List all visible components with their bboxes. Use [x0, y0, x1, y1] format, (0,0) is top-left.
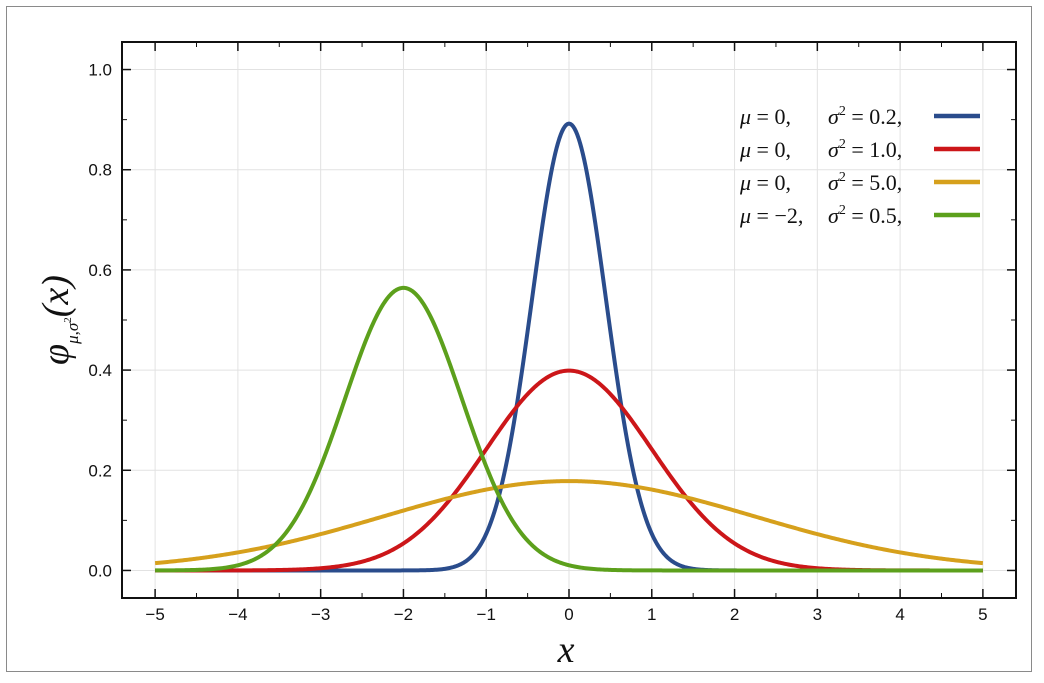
- legend-mu-text: μ = −2,: [739, 203, 803, 228]
- y-axis-title-argument: (x): [35, 275, 77, 317]
- x-tick-label: −4: [228, 605, 247, 624]
- legend-sigma-text: σ2 = 0.5,: [828, 203, 902, 228]
- y-tick-labels: 0.0 0.2 0.4 0.6 0.8 1.0: [88, 61, 112, 581]
- x-tick-label: 2: [730, 605, 739, 624]
- legend-sigma-text: σ2 = 0.2,: [828, 104, 902, 129]
- y-tick-label: 0.2: [88, 461, 112, 480]
- x-tick-label: 5: [978, 605, 987, 624]
- x-tick-label: −1: [477, 605, 496, 624]
- y-axis-title-sub-mu: μ: [63, 335, 82, 345]
- y-axis-title-symbol: φ: [35, 344, 77, 365]
- series-curves: [154, 121, 984, 573]
- y-axis-title-sub-sigma: σ: [63, 322, 82, 331]
- legend-mu-text: μ = 0,: [739, 104, 791, 129]
- legend-sigma-text: σ2 = 1.0,: [828, 137, 902, 162]
- x-tick-label: 4: [895, 605, 904, 624]
- y-tick-label: 0.6: [88, 261, 112, 280]
- legend-entry-3: μ = 0, σ2 = 5.0,: [739, 170, 980, 195]
- legend: μ = 0, σ2 = 0.2, μ = 0, σ2 = 1.0, μ = 0, σ2 =…: [739, 104, 980, 228]
- x-axis-title: x: [557, 629, 575, 671]
- x-tick-label: 1: [647, 605, 656, 624]
- x-tick-label: 3: [813, 605, 822, 624]
- series-line-4: [154, 285, 984, 573]
- legend-mu-text: μ = 0,: [739, 137, 791, 162]
- legend-entry-2: μ = 0, σ2 = 1.0,: [739, 137, 980, 162]
- y-tick-label: 1.0: [88, 61, 112, 80]
- svg-text:φμ,σ2(x): φμ,σ2(x): [35, 275, 82, 365]
- y-tick-label: 0.8: [88, 161, 112, 180]
- x-tick-label: 0: [564, 605, 573, 624]
- y-axis-title-sub-power: 2: [62, 317, 74, 323]
- y-tick-label: 0.4: [88, 361, 112, 380]
- y-axis-title-sub-sep: ,: [63, 331, 82, 335]
- x-tick-label: −5: [145, 605, 164, 624]
- legend-sigma-text: σ2 = 5.0,: [828, 170, 902, 195]
- legend-entry-1: μ = 0, σ2 = 0.2,: [739, 104, 980, 129]
- grid-lines: [122, 42, 1016, 598]
- legend-mu-text: μ = 0,: [739, 170, 791, 195]
- x-tick-label: −3: [311, 605, 330, 624]
- x-tick-label: −2: [394, 605, 413, 624]
- x-tick-labels: −5 −4 −3 −2 −1 0 1 2 3 4 5: [145, 605, 987, 624]
- axis-ticks: [122, 42, 1016, 598]
- legend-entry-4: μ = −2, σ2 = 0.5,: [739, 203, 980, 228]
- series-line-3: [154, 479, 984, 566]
- y-tick-label: 0.0: [88, 561, 112, 580]
- y-axis-title: φμ,σ2(x): [35, 275, 82, 365]
